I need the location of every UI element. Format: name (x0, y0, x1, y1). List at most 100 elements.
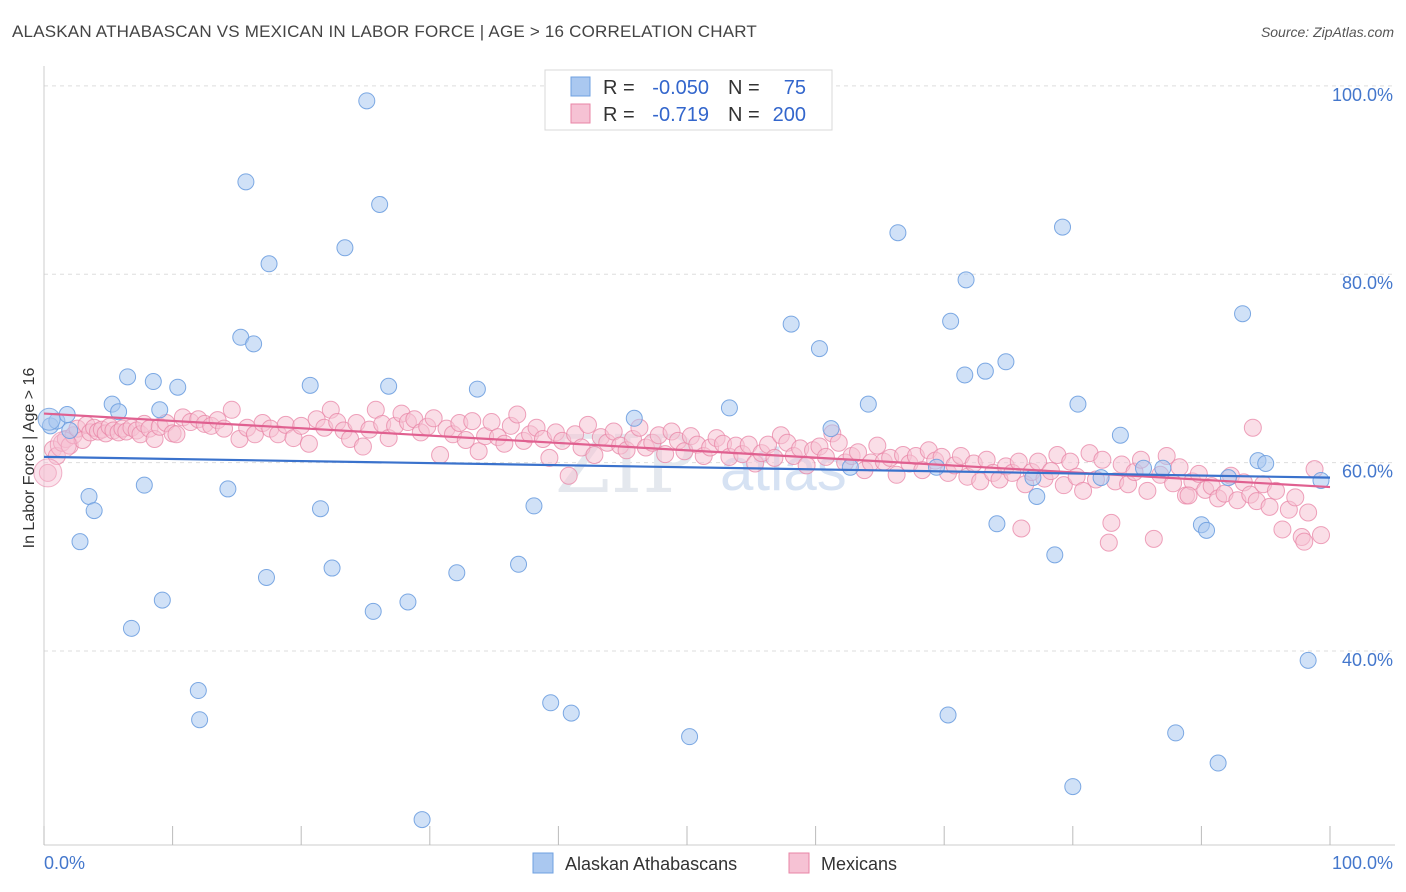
data-point-alaskan-athabascans (468, 380, 486, 398)
data-point-mexicans (431, 446, 450, 465)
data-point-mexicans (1243, 418, 1262, 437)
data-point-mexicans (469, 442, 488, 461)
data-point-alaskan-athabascans (364, 602, 382, 620)
data-point-alaskan-athabascans (1111, 426, 1129, 444)
data-point-alaskan-athabascans (1198, 521, 1216, 539)
data-point-alaskan-athabascans (144, 373, 162, 391)
data-point-alaskan-athabascans (191, 711, 209, 729)
data-point-alaskan-athabascans (37, 407, 61, 431)
data-point-mexicans (1260, 497, 1279, 516)
data-point-alaskan-athabascans (942, 312, 960, 330)
data-point-alaskan-athabascans (1064, 778, 1082, 796)
legend-n-value-pink: 200 (773, 104, 806, 126)
data-point-alaskan-athabascans (110, 403, 128, 421)
y-tick-label: 80.0% (1342, 273, 1393, 293)
data-point-alaskan-athabascans (61, 422, 79, 440)
data-point-alaskan-athabascans (413, 811, 431, 829)
data-point-alaskan-athabascans (720, 399, 738, 417)
data-point-mexicans (222, 400, 241, 419)
data-point-mexicans (508, 405, 527, 424)
data-point-alaskan-athabascans (1299, 651, 1317, 669)
data-point-alaskan-athabascans (1028, 487, 1046, 505)
legend-n-label-pink: N = (728, 104, 760, 126)
data-point-mexicans (1054, 476, 1073, 495)
data-point-mexicans (482, 413, 501, 432)
data-point-alaskan-athabascans (1092, 469, 1110, 487)
data-point-mexicans (540, 448, 559, 467)
bottom-legend-label-pink: Mexicans (821, 854, 897, 874)
data-point-alaskan-athabascans (1209, 754, 1227, 772)
x-tick-label: 0.0% (44, 853, 85, 873)
data-point-mexicans (797, 456, 816, 475)
data-point-alaskan-athabascans (1234, 305, 1252, 323)
data-point-mexicans (33, 458, 63, 488)
legend-r-value-blue: -0.050 (652, 77, 709, 99)
series-mexicans (33, 400, 1330, 552)
data-point-alaskan-athabascans (889, 224, 907, 242)
data-point-alaskan-athabascans (1257, 455, 1275, 472)
x-tick-label: 100.0% (1332, 853, 1393, 873)
correlation-legend: R = -0.050 N = 75 R = -0.719 N = 200 (544, 69, 833, 131)
y-tick-label: 100.0% (1332, 85, 1393, 105)
data-point-alaskan-athabascans (859, 395, 877, 413)
data-point-mexicans (559, 466, 578, 485)
chart-source: Source: ZipAtlas.com (1260, 24, 1394, 40)
data-point-alaskan-athabascans (841, 458, 859, 476)
data-point-mexicans (456, 430, 475, 449)
bottom-legend-swatch-pink (788, 852, 810, 874)
data-point-alaskan-athabascans (323, 559, 341, 577)
data-point-alaskan-athabascans (358, 92, 376, 110)
data-point-alaskan-athabascans (336, 239, 354, 257)
y-axis-label: In Labor Force | Age > 16 (21, 368, 38, 549)
data-point-alaskan-athabascans (153, 591, 171, 609)
data-point-alaskan-athabascans (380, 377, 398, 395)
data-point-mexicans (1170, 458, 1189, 477)
data-point-mexicans (1012, 519, 1031, 538)
data-point-alaskan-athabascans (927, 458, 945, 476)
data-point-mexicans (353, 437, 372, 456)
data-point-mexicans (1102, 513, 1121, 532)
data-point-alaskan-athabascans (782, 315, 800, 333)
data-point-mexicans (1074, 481, 1093, 500)
data-point-alaskan-athabascans (85, 502, 103, 520)
legend-r-label-blue: R = (603, 77, 635, 99)
data-point-alaskan-athabascans (1167, 724, 1185, 742)
data-point-alaskan-athabascans (810, 340, 828, 358)
y-tick-label: 60.0% (1342, 462, 1393, 482)
data-point-mexicans (463, 412, 482, 431)
trend-lines (43, 412, 1331, 489)
data-point-mexicans (1311, 526, 1330, 545)
data-point-mexicans (1299, 503, 1318, 522)
data-point-mexicans (299, 434, 318, 453)
data-point-alaskan-athabascans (135, 476, 153, 494)
legend-r-label-pink: R = (603, 104, 635, 126)
data-point-alaskan-athabascans (71, 533, 89, 551)
data-point-mexicans (1179, 486, 1198, 505)
data-point-mexicans (38, 463, 57, 482)
data-point-alaskan-athabascans (151, 401, 169, 419)
data-point-alaskan-athabascans (189, 682, 207, 700)
data-point-mexicans (1273, 520, 1292, 539)
data-point-alaskan-athabascans (525, 497, 543, 515)
gridlines: 100.0% 80.0% 60.0% 40.0% (44, 85, 1395, 670)
data-point-alaskan-athabascans (542, 694, 560, 712)
data-point-alaskan-athabascans (119, 368, 137, 386)
data-point-alaskan-athabascans (625, 409, 643, 427)
data-point-alaskan-athabascans (1054, 218, 1072, 236)
data-point-alaskan-athabascans (997, 353, 1015, 371)
data-point-mexicans (765, 448, 784, 467)
data-point-alaskan-athabascans (510, 555, 528, 573)
legend-r-value-pink: -0.719 (652, 104, 709, 126)
legend-swatch-blue (570, 76, 591, 97)
data-point-alaskan-athabascans (988, 515, 1006, 533)
legend-n-value-blue: 75 (784, 77, 806, 99)
data-point-alaskan-athabascans (562, 704, 580, 722)
data-point-alaskan-athabascans (399, 593, 417, 611)
data-point-alaskan-athabascans (448, 564, 466, 582)
data-point-alaskan-athabascans (169, 378, 187, 396)
data-point-alaskan-athabascans (1046, 546, 1064, 564)
data-point-mexicans (1144, 529, 1163, 548)
bottom-legend-swatch-blue (532, 852, 554, 874)
data-point-alaskan-athabascans (301, 376, 319, 394)
data-point-alaskan-athabascans (939, 706, 957, 724)
